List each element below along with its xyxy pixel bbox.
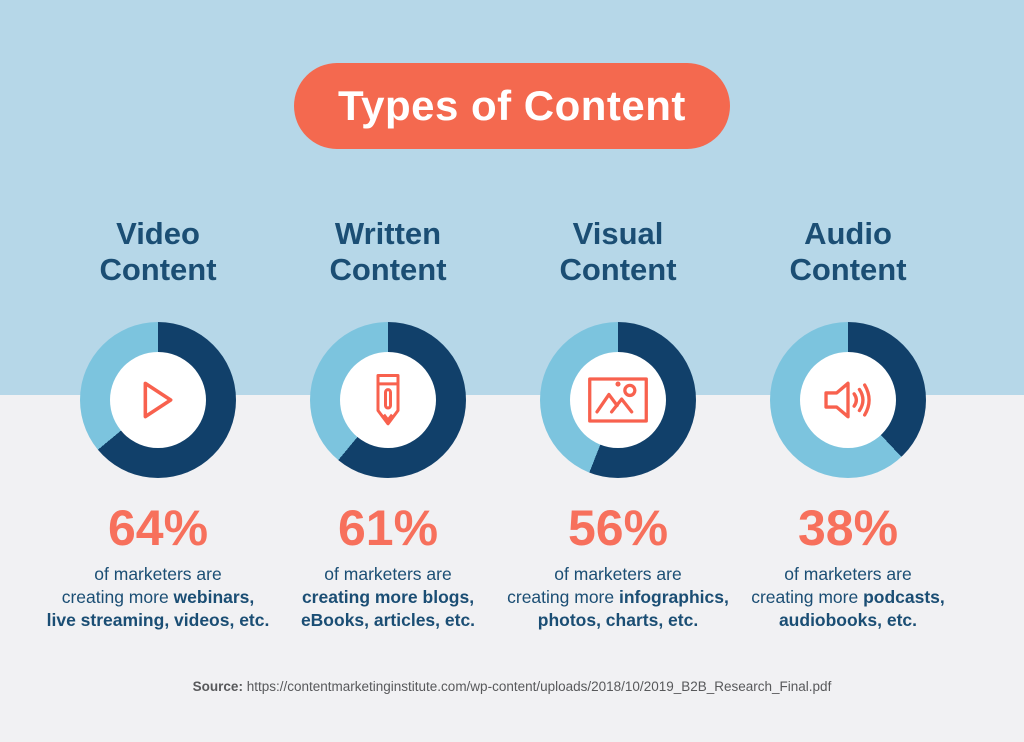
- percent-value-written: 61%: [337, 500, 439, 556]
- source-url: https://contentmarketinginstitute.com/wp…: [246, 679, 832, 694]
- title-pill: Types of Content: [294, 63, 730, 149]
- donut-hole: [110, 352, 206, 448]
- donut-hole: [570, 352, 666, 448]
- page-title: Types of Content: [338, 82, 686, 129]
- card-visual-content: Visual Content 56% of marketers are creat…: [503, 216, 733, 632]
- percent-value-visual: 56%: [567, 500, 669, 556]
- card-title-written: Written Content: [329, 216, 447, 287]
- content-type-cards: Video Content 64% of marketers are creati…: [43, 216, 963, 632]
- donut-hole: [340, 352, 436, 448]
- percent-value-video: 64%: [107, 500, 209, 556]
- description-video: of marketers are creating more webinars, l…: [46, 564, 270, 630]
- source-label: Source:: [192, 679, 243, 694]
- donut-chart-visual: [540, 322, 696, 478]
- description-visual: of marketers are creating more infographi…: [507, 564, 729, 630]
- donut-chart-written: [310, 322, 466, 478]
- pencil-icon: [376, 373, 400, 425]
- play-icon: [143, 381, 173, 419]
- card-written-content: Written Content 61% of marketers are crea…: [273, 216, 503, 632]
- description-audio: of marketers are creating more podcasts, a…: [751, 564, 945, 630]
- card-title-video: Video Content: [99, 216, 217, 287]
- image-icon: [588, 377, 648, 423]
- card-audio-content: Audio Content 38% of marketers are creati…: [733, 216, 963, 632]
- speaker-icon: [824, 381, 871, 419]
- donut-hole: [800, 352, 896, 448]
- card-title-visual: Visual Content: [559, 216, 677, 287]
- percent-value-audio: 38%: [797, 500, 899, 556]
- card-title-audio: Audio Content: [789, 216, 907, 287]
- donut-chart-video: [80, 322, 236, 478]
- source-line: Source: https://contentmarketinginstitut…: [0, 679, 1024, 694]
- card-video-content: Video Content 64% of marketers are creati…: [43, 216, 273, 632]
- description-written: of marketers are creating more blogs, eBoo…: [300, 564, 476, 630]
- donut-chart-audio: [770, 322, 926, 478]
